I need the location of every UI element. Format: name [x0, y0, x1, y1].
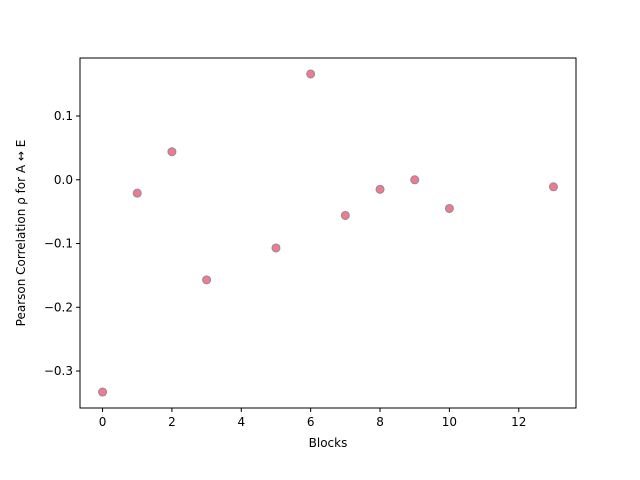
x-tick-label: 6 — [307, 415, 315, 429]
x-tick-label: 10 — [442, 415, 457, 429]
data-points — [98, 69, 558, 397]
data-point — [271, 243, 281, 253]
data-point — [167, 147, 177, 157]
x-tick-label: 0 — [99, 415, 107, 429]
y-axis-label: Pearson Correlation ρ for A ↔ E — [14, 140, 28, 327]
data-point — [548, 182, 558, 192]
x-tick-label: 4 — [237, 415, 245, 429]
data-point — [340, 210, 350, 220]
x-axis-label: Blocks — [309, 436, 348, 450]
y-tick-label: −0.1 — [44, 237, 73, 251]
data-point — [306, 69, 316, 79]
x-axis: 0 2 4 6 8 10 12 — [99, 408, 526, 429]
data-point — [444, 203, 454, 213]
data-point — [98, 387, 108, 397]
x-tick-label: 2 — [168, 415, 176, 429]
data-point — [375, 184, 385, 194]
y-tick-label: 0.1 — [54, 109, 73, 123]
x-tick-label: 8 — [376, 415, 384, 429]
data-point — [132, 188, 142, 198]
data-point — [202, 275, 212, 285]
y-tick-label: −0.2 — [44, 300, 73, 314]
y-tick-label: 0.0 — [54, 173, 73, 187]
plot-area — [79, 57, 577, 409]
x-tick-label: 12 — [511, 415, 526, 429]
y-axis: −0.3 −0.2 −0.1 0.0 0.1 — [44, 109, 80, 378]
data-point — [410, 175, 420, 185]
y-tick-label: −0.3 — [44, 364, 73, 378]
